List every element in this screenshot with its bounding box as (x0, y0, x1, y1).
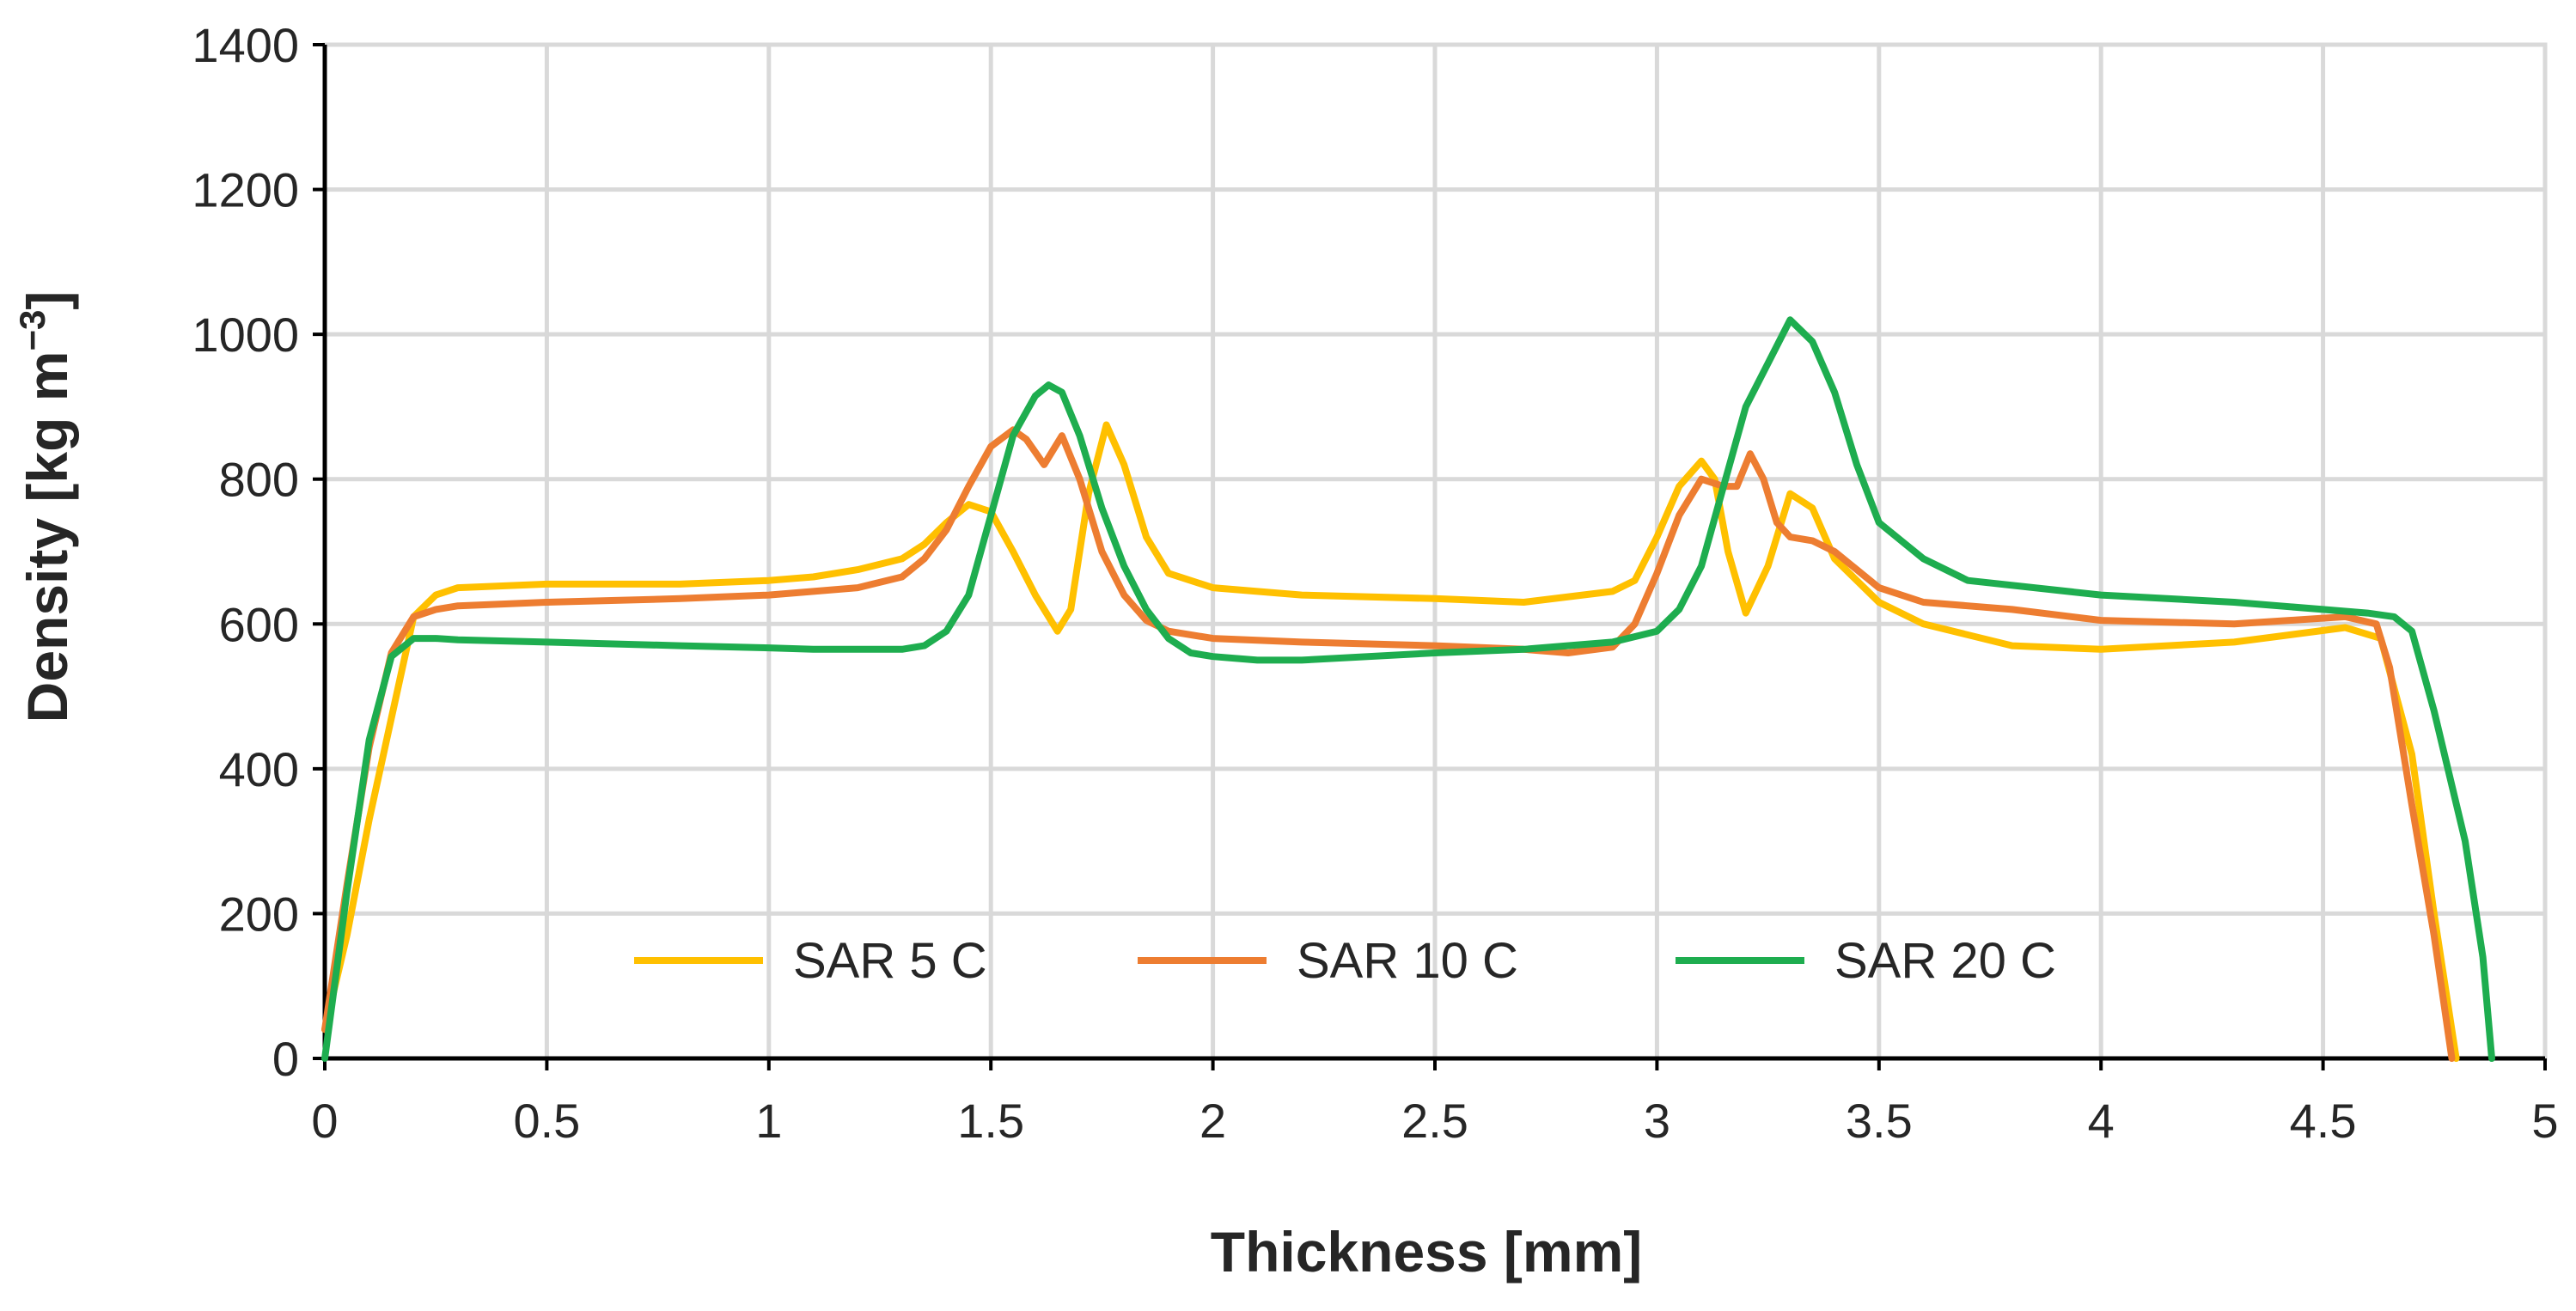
y-tick-label-600: 600 (219, 597, 299, 651)
gridlines (322, 42, 2548, 1061)
x-tick-label-2.5: 2.5 (1401, 1094, 1468, 1148)
y-axis-title-main: Density [kg m (15, 351, 79, 723)
series-lines (321, 316, 2495, 1062)
x-tick-label-0.5: 0.5 (513, 1094, 580, 1148)
x-tick-label-4: 4 (2088, 1094, 2115, 1148)
series-line-sar-10-c (321, 426, 2456, 1062)
y-tick-label-0: 0 (272, 1032, 299, 1086)
y-tick-label-1000: 1000 (192, 308, 299, 362)
x-tick-label-1: 1 (755, 1094, 782, 1148)
y-tick-labels: 0 200 400 600 800 1000 1200 1400 (192, 18, 299, 1086)
series-line-sar-5-c (321, 421, 2460, 1062)
x-tick-label-3.5: 3.5 (1846, 1094, 1913, 1148)
y-tick-label-400: 400 (219, 742, 299, 796)
series-line-sar-20-c (321, 316, 2495, 1062)
x-tick-label-2: 2 (1199, 1094, 1226, 1148)
legend-label-sar-10-c: SAR 10 C (1297, 933, 1518, 989)
legend-label-sar-5-c: SAR 5 C (793, 933, 987, 989)
x-tick-label-0: 0 (311, 1094, 338, 1148)
y-tick-label-1400: 1400 (192, 18, 299, 72)
x-tick-label-5: 5 (2531, 1094, 2558, 1148)
legend: SAR 5 C SAR 10 C SAR 20 C (634, 933, 2056, 989)
legend-label-sar-20-c: SAR 20 C (1834, 933, 2056, 989)
x-tick-label-4.5: 4.5 (2290, 1094, 2357, 1148)
x-axis-title: Thickness [mm] (1211, 1220, 1642, 1284)
x-tick-label-1.5: 1.5 (957, 1094, 1024, 1148)
plot-area-border (313, 42, 2548, 1070)
y-tick-label-800: 800 (219, 453, 299, 507)
x-tick-label-3: 3 (1644, 1094, 1670, 1148)
y-tick-label-1200: 1200 (192, 163, 299, 217)
y-axis-title-superscript: −3 (12, 310, 52, 351)
y-tick-label-200: 200 (219, 887, 299, 941)
y-axis-title: Density [kg m−3] (12, 291, 79, 723)
x-tick-labels: 0 0.5 1 1.5 2 2.5 3 3.5 4 4.5 5 (311, 1094, 2558, 1148)
y-axis-title-close: ] (15, 291, 79, 310)
